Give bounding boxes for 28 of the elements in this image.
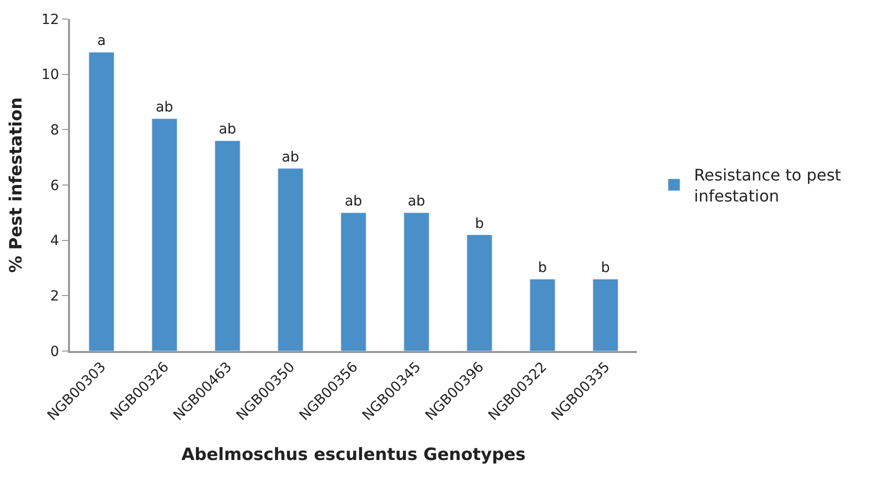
data-label: a [97,33,106,50]
bar [592,278,618,351]
data-label: ab [282,149,300,166]
data-label: b [538,260,547,276]
y-tick-label: 2 [50,288,60,305]
data-label: b [601,260,610,276]
data-label: ab [344,194,362,210]
data-label: ab [218,122,236,138]
bar [88,52,114,351]
bar [466,234,492,351]
x-axis-title: Abelmoschus esculentus Genotypes [181,444,526,465]
data-label: ab [408,194,426,210]
y-tick-label: 4 [50,233,60,250]
data-label: ab [156,100,174,116]
data-label: b [475,216,484,232]
bar [214,140,240,351]
y-axis-title: % Pest infestation [6,97,26,273]
legend-label: Resistance to pest infestation [694,166,842,206]
bar [278,168,304,351]
bar [152,118,178,351]
y-tick-label: 8 [50,122,60,139]
bar [530,278,556,351]
y-tick-label: 12 [41,12,60,28]
bar [340,212,366,351]
y-tick-label: 10 [41,67,60,84]
y-tick-label: 6 [50,178,60,194]
bar [404,212,430,351]
y-tick-label: 0 [50,344,60,360]
